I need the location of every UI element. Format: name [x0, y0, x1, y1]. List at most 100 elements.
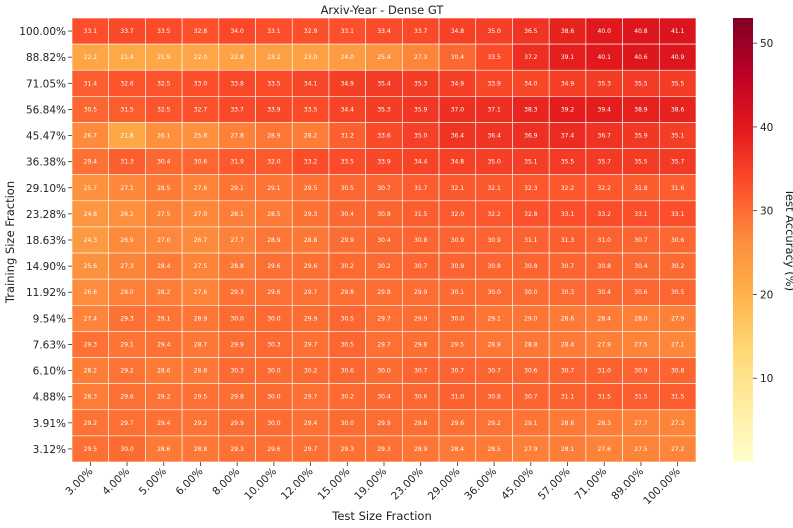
heatmap-cell	[585, 252, 623, 280]
heatmap-cell	[71, 409, 110, 437]
heatmap-cell	[181, 148, 220, 176]
cell-value-label: 30.2	[341, 394, 355, 401]
heatmap-cell	[291, 357, 330, 384]
cell-value-label: 33.2	[598, 211, 612, 218]
cell-value-label: 29.7	[377, 315, 391, 322]
heatmap-cell	[291, 122, 330, 149]
heatmap-cell	[328, 200, 366, 228]
cell-value-label: 29.5	[304, 185, 318, 192]
cell-value-label: 21.8	[120, 133, 134, 140]
heatmap-cell	[475, 278, 513, 306]
y-tick-label: 6.10%	[33, 366, 66, 378]
heatmap-cell	[512, 357, 550, 384]
cell-value-label: 25.4	[377, 54, 391, 61]
cell-value-label: 28.6	[157, 368, 171, 375]
colorbar-tick-label: 10	[760, 373, 773, 385]
heatmap-cell	[145, 200, 183, 228]
heatmap-cell	[438, 43, 477, 71]
y-tick-label: 18.63%	[26, 235, 66, 247]
cell-value-label: 30.0	[267, 420, 281, 427]
cell-value-label: 32.0	[267, 159, 281, 166]
heatmap-cell	[218, 43, 256, 71]
cell-value-label: 30.0	[341, 420, 355, 427]
cell-value-label: 35.5	[671, 80, 685, 87]
heatmap-cell	[145, 17, 183, 45]
cell-value-label: 30.7	[414, 263, 428, 270]
x-tick-label: 12.00%	[279, 466, 316, 503]
cell-value-label: 29.2	[487, 420, 501, 427]
cell-value-label: 31.5	[634, 394, 648, 401]
cell-value-label: 30.0	[120, 446, 134, 453]
x-tick-label: 29.00%	[426, 466, 463, 503]
heatmap-cell	[475, 43, 513, 71]
cell-value-label: 33.7	[414, 28, 428, 35]
cell-value-label: 29.8	[230, 394, 244, 401]
x-tick-label: 89.00%	[609, 466, 646, 503]
heatmap-cell	[402, 174, 440, 202]
cell-value-label: 34.8	[451, 159, 465, 166]
cell-value-label: 28.8	[194, 368, 208, 375]
cell-value-label: 31.9	[230, 159, 244, 166]
heatmap-cell	[218, 409, 256, 437]
cell-value-label: 34.8	[451, 28, 465, 35]
heatmap-cell	[548, 148, 587, 176]
cell-value-label: 32.5	[157, 106, 171, 113]
cell-value-label: 29.5	[451, 341, 465, 348]
cell-value-label: 36.5	[524, 28, 538, 35]
cell-value-label: 29.8	[341, 289, 355, 296]
cell-value-label: 35.0	[414, 133, 428, 140]
cell-value-label: 28.3	[84, 394, 98, 401]
cell-value-label: 29.9	[341, 237, 355, 244]
cell-value-label: 33.5	[341, 159, 355, 166]
cell-value-label: 28.9	[194, 315, 208, 322]
heatmap-cell	[402, 200, 440, 228]
heatmap-cell	[108, 331, 146, 358]
cell-value-label: 28.0	[120, 289, 134, 296]
heatmap-cell	[218, 69, 256, 97]
colorbar-tick-label: 20	[760, 289, 773, 301]
x-tick-label: 6.00%	[174, 466, 206, 498]
heatmap-cell	[108, 148, 146, 176]
cell-value-label: 28.9	[267, 237, 281, 244]
cell-value-label: 22.0	[194, 54, 208, 61]
heatmap-cell	[255, 331, 293, 358]
cell-value-label: 31.7	[414, 185, 428, 192]
cell-value-label: 28.7	[194, 341, 208, 348]
cell-value-label: 27.5	[194, 263, 208, 270]
cell-value-label: 34.1	[304, 80, 318, 87]
x-tick-label: 10.00%	[242, 466, 279, 503]
cell-value-label: 27.3	[414, 54, 428, 61]
heatmap-cell	[218, 174, 256, 202]
cell-value-label: 29.6	[267, 446, 281, 453]
cell-value-label: 30.7	[561, 368, 575, 375]
heatmap-cell	[181, 409, 220, 437]
cell-value-label: 29.9	[304, 315, 318, 322]
cell-value-label: 39.4	[598, 106, 612, 113]
heatmap-cell	[328, 383, 366, 411]
heatmap-cell	[658, 435, 697, 463]
y-axis-label: Training Size Fraction	[3, 181, 17, 304]
cell-value-label: 35.3	[377, 106, 391, 113]
cell-value-label: 31.6	[671, 185, 685, 192]
cell-value-label: 29.0	[524, 315, 538, 322]
cell-value-label: 30.4	[377, 394, 391, 401]
cell-value-label: 24.0	[341, 54, 355, 61]
heatmap-cell	[475, 304, 513, 332]
heatmap-cell	[402, 96, 440, 123]
heatmap-cell	[255, 148, 293, 176]
cell-value-label: 29.3	[120, 315, 134, 322]
cell-value-label: 30.0	[230, 315, 244, 322]
cell-value-label: 27.9	[598, 341, 612, 348]
cell-value-label: 35.1	[671, 133, 685, 140]
cell-value-label: 30.5	[341, 341, 355, 348]
heatmap-cell	[512, 278, 550, 306]
heatmap-cell	[255, 409, 293, 437]
cell-value-label: 30.5	[341, 315, 355, 322]
cell-value-label: 30.3	[561, 289, 575, 296]
cell-value-label: 37.2	[524, 54, 538, 61]
y-tick-label: 100.00%	[19, 26, 66, 38]
cell-value-label: 30.0	[267, 394, 281, 401]
cell-value-label: 29.6	[451, 420, 465, 427]
heatmap-cell	[108, 17, 146, 45]
cell-value-label: 28.9	[267, 133, 281, 140]
